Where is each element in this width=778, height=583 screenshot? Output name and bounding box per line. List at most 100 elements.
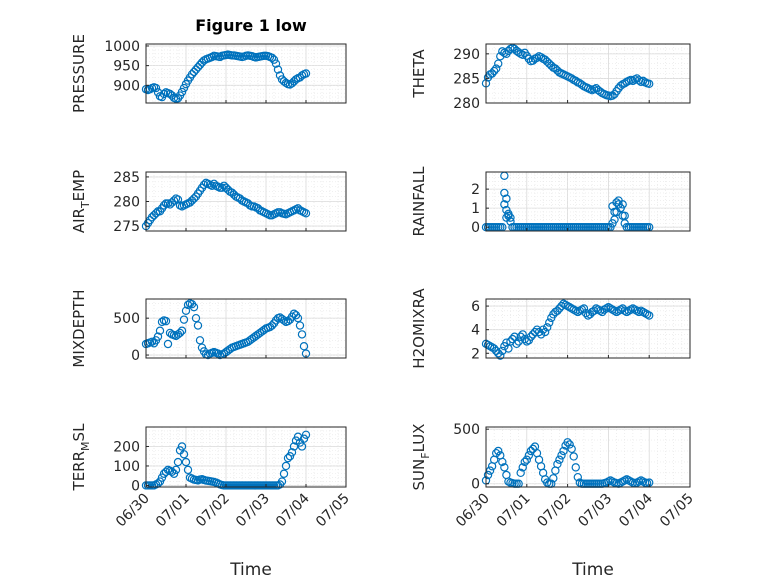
data-point: [301, 209, 311, 218]
data-point: [606, 304, 615, 313]
data-point: [628, 76, 638, 86]
data-point: [161, 316, 171, 326]
data-point: [177, 442, 187, 451]
data-point: [538, 325, 548, 334]
subplot-8: 0 500 06/30 07/01 07/02 07/03 07/04 07/05 SUNFLU…: [410, 422, 697, 580]
data-point: [620, 79, 629, 88]
data-point: [594, 305, 603, 314]
x-axis-label: Time: [571, 560, 614, 580]
data-point: [577, 80, 587, 90]
data-point: [553, 306, 562, 315]
plot-area: [486, 172, 690, 231]
data-point: [602, 304, 611, 313]
y-axis-label: H2OMIXRA: [410, 288, 428, 369]
data-point: [179, 450, 189, 459]
data-point: [645, 79, 654, 89]
data-point: [567, 304, 576, 313]
subplot-4: 0 1 2 RAINFALL: [410, 166, 691, 237]
data-point: [500, 188, 509, 198]
subplot-2: 280 285 290 THETA: [410, 43, 691, 112]
data-point: [213, 349, 223, 358]
y-axis-label: TERRMSL: [70, 423, 92, 492]
data-point: [169, 469, 179, 478]
data-point: [638, 307, 648, 317]
data-point: [496, 351, 505, 360]
data-point: [179, 83, 189, 93]
y-tick-label: 0: [471, 477, 480, 493]
data-point: [181, 457, 191, 467]
data-point: [299, 342, 309, 351]
data-point: [514, 48, 523, 57]
data-point: [591, 304, 601, 313]
data-point: [297, 71, 307, 80]
y-tick-label: 6: [471, 299, 480, 315]
data-point: [159, 89, 169, 99]
subplot-1: 900 950 1000 PRESSURE: [70, 34, 347, 113]
data-point: [269, 55, 279, 64]
data-point: [579, 304, 589, 313]
x-tick-label: 07/04: [616, 490, 656, 530]
data-point: [193, 321, 203, 330]
data-point: [271, 59, 281, 68]
y-axis-label: RAINFALL: [410, 166, 428, 237]
y-tick-label: 2: [471, 182, 480, 198]
data-point: [167, 467, 177, 477]
data-point: [620, 306, 629, 315]
data-point: [616, 81, 625, 90]
data-point: [289, 442, 299, 451]
x-tick-label: 07/01: [494, 491, 534, 531]
data-point: [640, 308, 650, 318]
y-tick-label: 275: [113, 219, 140, 235]
data-point: [559, 446, 568, 456]
data-point: [569, 305, 578, 314]
data-point: [630, 305, 640, 314]
y-axis-label: AIRTEMP: [70, 170, 92, 233]
data-point: [173, 195, 183, 204]
data-point: [483, 340, 493, 350]
data-point: [199, 180, 209, 189]
data-point: [532, 53, 542, 62]
data-point: [297, 442, 307, 451]
data-point: [522, 455, 532, 464]
y-tick-label: 0: [131, 348, 140, 364]
axes-box: [145, 298, 347, 359]
y-axis-label: MIXDEPTH: [70, 289, 88, 367]
data-point: [628, 304, 638, 313]
data-point: [207, 181, 217, 190]
y-tick-label: 280: [453, 96, 480, 112]
data-point: [291, 436, 301, 445]
subplot-6: 2 4 6 H2OMIXRA: [410, 288, 691, 369]
data-point: [291, 75, 301, 84]
y-tick-label: 0: [471, 220, 480, 236]
data-point: [155, 477, 165, 486]
data-point: [177, 87, 187, 97]
x-tick-label: 07/02: [193, 491, 233, 531]
data-point: [518, 330, 527, 339]
data-point: [179, 315, 189, 324]
data-point: [610, 207, 619, 217]
y-tick-label: 100: [113, 459, 140, 475]
y-axis-label: SUNFLUX: [410, 424, 432, 491]
data-point: [642, 310, 652, 319]
data-point: [267, 321, 277, 330]
data-point: [571, 463, 580, 472]
data-point: [589, 306, 599, 315]
data-point: [632, 306, 642, 315]
axes-box: [145, 43, 347, 104]
data-point: [153, 332, 163, 341]
data-point: [522, 337, 532, 346]
y-tick-label: 950: [113, 59, 140, 75]
data-point: [567, 444, 576, 454]
data-point: [177, 326, 187, 335]
data-point: [626, 305, 636, 314]
data-point: [557, 451, 566, 460]
data-point: [520, 457, 529, 467]
plot-area: [146, 427, 346, 487]
subplot-5: 0 500 MIXDEPTH: [70, 289, 347, 368]
data-point: [500, 463, 509, 472]
data-point: [494, 59, 503, 68]
data-point: [604, 303, 613, 312]
data-point: [571, 306, 580, 315]
axes-box: [485, 43, 691, 104]
data-point: [494, 349, 503, 358]
